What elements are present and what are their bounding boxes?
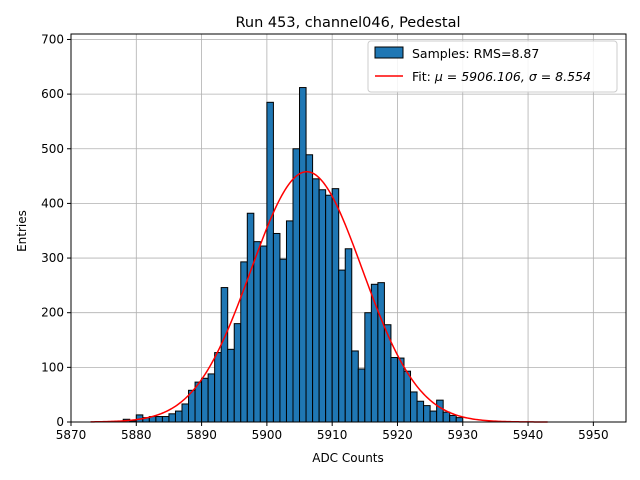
histogram-bar (201, 377, 209, 423)
histogram-bar (220, 287, 229, 423)
histogram-bar (285, 220, 294, 423)
histogram-bar (299, 87, 307, 423)
x-tick-label: 5910 (317, 428, 348, 442)
y-tick-label: 200 (41, 306, 64, 320)
histogram-bar (416, 400, 425, 423)
histogram-bar (181, 403, 190, 423)
histogram-bar (364, 312, 372, 423)
histogram-bar (344, 248, 353, 423)
chart-title: Run 453, channel046, Pedestal (235, 15, 460, 31)
x-tick-label: 5940 (513, 428, 544, 442)
histogram-bar (279, 258, 287, 423)
histogram-bar (436, 399, 444, 423)
histogram-bar (331, 188, 340, 423)
y-tick-label: 700 (41, 32, 64, 46)
y-tick-label: 0 (56, 415, 64, 429)
histogram-bar (168, 413, 176, 423)
histogram-bar (423, 405, 431, 423)
histogram-bar (449, 414, 457, 423)
histogram-bar (325, 194, 333, 423)
x-tick-label: 5900 (252, 428, 283, 442)
histogram-bar (351, 350, 359, 423)
y-axis-label: Entries (15, 210, 29, 252)
histogram-bar (272, 232, 281, 423)
histogram-bar (403, 370, 412, 423)
legend-samples-swatch (374, 46, 404, 59)
y-tick-label: 300 (41, 251, 64, 265)
histogram-bar (227, 348, 235, 423)
histogram-bar (396, 357, 405, 423)
histogram-bar (357, 368, 366, 423)
x-tick-label: 5880 (121, 428, 152, 442)
histogram-bar (233, 323, 242, 423)
histogram-bar (207, 373, 216, 423)
x-tick-label: 5920 (382, 428, 413, 442)
histogram-bar (240, 261, 248, 423)
histogram-bar (312, 178, 320, 423)
histogram-bar (318, 189, 327, 423)
histogram-bar (377, 282, 385, 423)
histogram-bar (370, 283, 379, 423)
y-tick-label: 500 (41, 142, 64, 156)
x-tick-label: 5870 (56, 428, 87, 442)
histogram-bar (253, 241, 261, 423)
histogram-bars (122, 87, 464, 423)
histogram-bar (246, 212, 255, 423)
histogram-bar (429, 410, 438, 423)
y-tick-label: 100 (41, 360, 64, 374)
histogram-bar (410, 391, 418, 423)
histogram-bar (214, 352, 222, 423)
histogram-bar (266, 101, 274, 423)
x-tick-label: 5890 (186, 428, 217, 442)
y-axis-ticks: 0 100 200 300 400 500 600 700 (41, 32, 71, 429)
histogram-bar (292, 148, 301, 423)
x-axis-label: ADC Counts (312, 451, 384, 465)
histogram-bar (174, 410, 183, 423)
histogram-bar (155, 416, 163, 423)
histogram-bar (442, 411, 451, 423)
histogram-bar (259, 245, 268, 423)
gaussian-fit-curve (90, 170, 548, 423)
legend: Samples: RMS=8.87 Fit: μ = 5906.106, σ =… (367, 40, 618, 93)
histogram-bar (338, 269, 346, 423)
y-tick-label: 600 (41, 87, 64, 101)
plot-frame (70, 33, 627, 423)
x-tick-label: 5930 (447, 428, 478, 442)
legend-box (367, 40, 618, 93)
histogram-bar (305, 154, 314, 423)
y-tick-label: 400 (41, 196, 64, 210)
histogram-bar (455, 417, 464, 423)
histogram-bar (390, 357, 398, 423)
legend-fit-label: Fit: μ = 5906.106, σ = 8.554 (412, 69, 591, 84)
x-tick-label: 5950 (578, 428, 609, 442)
histogram-bar (161, 416, 170, 423)
legend-samples-label: Samples: RMS=8.87 (412, 46, 539, 61)
x-axis-ticks: 5870 5880 5890 5900 5910 5920 5930 5940 5950 (56, 422, 609, 442)
